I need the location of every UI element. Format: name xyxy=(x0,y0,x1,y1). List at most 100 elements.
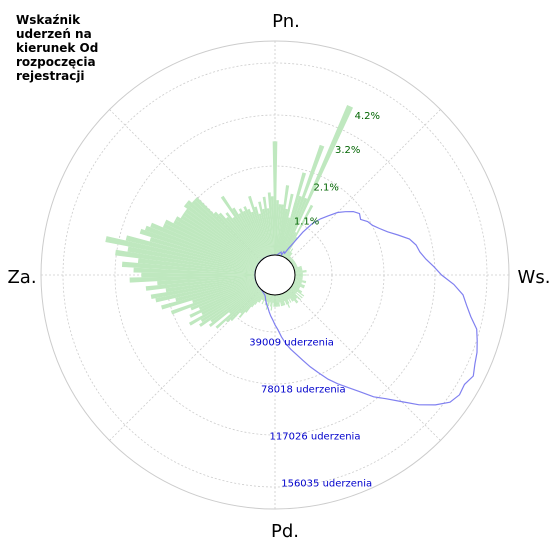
bar xyxy=(283,292,290,304)
bar xyxy=(294,272,303,274)
bar xyxy=(294,267,303,271)
bar xyxy=(287,252,293,260)
count-tick-labels: 39009 uderzenia 78018 uderzenia 117026 ude… xyxy=(249,337,372,489)
bar xyxy=(278,294,283,307)
bar xyxy=(272,294,274,303)
bar xyxy=(225,288,261,323)
bar xyxy=(294,280,302,284)
bar xyxy=(200,285,259,323)
bar xyxy=(290,287,303,299)
bar xyxy=(292,264,297,267)
bar xyxy=(133,267,256,275)
center-circle xyxy=(254,254,296,296)
bar xyxy=(141,272,256,278)
bar xyxy=(232,216,264,260)
bar xyxy=(278,294,281,303)
bar xyxy=(173,219,258,266)
bar xyxy=(175,216,258,266)
bar xyxy=(192,280,257,304)
bar xyxy=(286,290,295,302)
bar xyxy=(285,251,291,259)
bar xyxy=(242,210,267,258)
bar xyxy=(198,282,257,310)
direction-south: Pd. xyxy=(271,521,299,542)
bar xyxy=(288,289,298,299)
bar xyxy=(278,209,291,256)
percent-tick-label: 4.2% xyxy=(355,111,380,122)
bar xyxy=(258,292,266,303)
percent-tick-label: 3.2% xyxy=(335,145,360,156)
bar xyxy=(294,268,303,272)
bar xyxy=(238,212,266,258)
bar xyxy=(287,290,299,303)
bar xyxy=(293,266,298,269)
bar xyxy=(292,284,300,289)
bar xyxy=(267,294,272,307)
title-line: rejestracji xyxy=(16,69,85,83)
bar xyxy=(150,222,257,268)
bar xyxy=(225,212,263,260)
bar xyxy=(279,217,291,256)
bar xyxy=(183,203,260,263)
bar xyxy=(238,290,263,318)
grid xyxy=(40,40,510,510)
bar xyxy=(182,211,259,265)
direction-east: Ws. xyxy=(518,267,550,288)
bar xyxy=(272,141,278,256)
bar xyxy=(294,279,306,284)
count-tick-label: 117026 uderzenia xyxy=(270,432,361,443)
bar xyxy=(294,276,303,279)
bar xyxy=(199,285,259,327)
bar xyxy=(188,284,258,326)
bar xyxy=(293,280,302,285)
bar xyxy=(291,285,303,293)
bar xyxy=(281,144,325,257)
bar xyxy=(239,289,262,314)
bar xyxy=(282,105,354,257)
bar xyxy=(262,208,272,256)
bar xyxy=(121,261,256,274)
bar xyxy=(278,212,288,256)
bar xyxy=(191,199,261,262)
bar xyxy=(294,277,303,280)
title-line: rozpoczęcia xyxy=(16,55,96,69)
bar xyxy=(273,294,275,307)
count-tick-label: 78018 uderzenia xyxy=(261,385,346,396)
bar xyxy=(276,204,282,256)
bar xyxy=(290,260,295,264)
bar xyxy=(208,287,260,328)
bar xyxy=(294,270,307,273)
bar xyxy=(294,276,303,278)
bar xyxy=(289,288,297,294)
bar xyxy=(279,294,284,306)
bar xyxy=(129,275,256,283)
bar xyxy=(266,294,270,302)
bar xyxy=(292,284,300,290)
bar xyxy=(218,212,262,261)
bar xyxy=(294,274,307,276)
bar xyxy=(280,202,297,256)
bar xyxy=(292,263,297,266)
bar xyxy=(282,293,291,308)
bar xyxy=(287,256,291,260)
grid-spoke xyxy=(288,109,441,262)
bar xyxy=(258,213,271,256)
bar xyxy=(273,204,277,256)
bar xyxy=(270,294,273,307)
bar xyxy=(165,277,256,293)
bar xyxy=(288,257,292,261)
bar xyxy=(293,265,302,270)
bar xyxy=(164,219,258,267)
bar xyxy=(294,278,307,283)
bar xyxy=(149,237,256,270)
bar xyxy=(280,293,286,306)
bar xyxy=(269,294,272,303)
bar xyxy=(247,208,268,257)
count-tick-label: 156035 uderzenia xyxy=(281,479,372,490)
bar xyxy=(287,290,298,304)
bar xyxy=(170,281,257,315)
bar xyxy=(274,294,276,307)
bar xyxy=(261,293,268,305)
